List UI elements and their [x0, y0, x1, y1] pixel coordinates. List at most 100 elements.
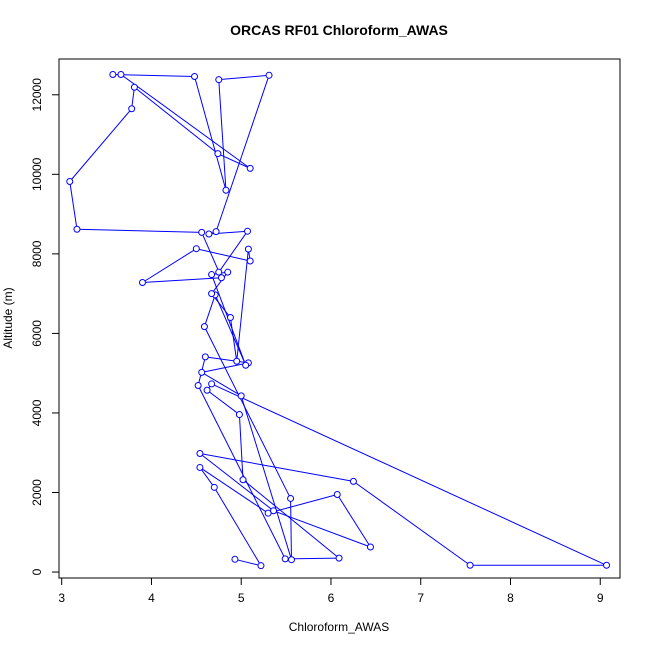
- series-line-segment: [213, 487, 262, 566]
- series-line-segment: [142, 277, 222, 284]
- series-line-segment: [69, 108, 133, 182]
- series-line-segment: [199, 467, 269, 514]
- series-line-segment: [199, 467, 215, 488]
- data-point: [192, 245, 200, 253]
- series-line-segment: [238, 414, 244, 480]
- plot-area-frame: [58, 58, 621, 579]
- series-line-segment: [215, 75, 270, 232]
- series-layer: [66, 71, 611, 570]
- data-point: [239, 476, 247, 484]
- x-axis: 3 4 5 6 7 8 9: [58, 577, 604, 605]
- series-line-segment: [353, 480, 471, 566]
- series-line-segment: [273, 510, 371, 548]
- series-line-segment: [199, 453, 354, 482]
- data-point: [246, 164, 254, 172]
- series-line-segment: [218, 74, 270, 81]
- series-line-segment: [112, 74, 195, 77]
- series-line-segment: [229, 317, 238, 362]
- data-point: [224, 268, 232, 276]
- series-line-segment: [203, 294, 216, 327]
- series-line-segment: [336, 494, 371, 548]
- data-point: [138, 279, 146, 287]
- data-point: [196, 463, 204, 471]
- series-line-segment: [201, 371, 242, 397]
- data-point: [257, 562, 265, 570]
- series-line-segment: [142, 248, 197, 283]
- data-point: [242, 361, 250, 369]
- series-line-segment: [218, 79, 227, 191]
- x-tick-label: 4: [148, 591, 155, 605]
- data-point: [212, 228, 220, 236]
- data-point: [200, 323, 208, 331]
- series-line-segment: [199, 453, 274, 512]
- data-point: [215, 268, 223, 276]
- data-point: [205, 230, 213, 238]
- data-point: [203, 386, 211, 394]
- y-tick-label: 6000: [30, 320, 44, 347]
- data-point: [244, 245, 252, 253]
- data-point: [208, 380, 216, 388]
- data-point: [109, 71, 117, 79]
- data-point: [226, 314, 234, 322]
- series-line-segment: [196, 248, 251, 262]
- data-point: [222, 186, 230, 194]
- series-line-segment: [69, 181, 78, 230]
- series-line-segment: [211, 271, 229, 294]
- series-line-segment: [131, 87, 135, 109]
- data-point: [214, 150, 222, 158]
- data-point: [73, 225, 81, 233]
- data-point: [270, 507, 278, 515]
- series-line-segment: [203, 326, 292, 499]
- series-line-segment: [236, 249, 249, 362]
- data-point: [235, 411, 243, 419]
- data-point: [198, 228, 206, 236]
- data-point: [243, 227, 251, 235]
- series-line-segment: [290, 498, 292, 560]
- data-point: [233, 357, 241, 365]
- data-point: [349, 477, 357, 485]
- series-line-segment: [218, 230, 248, 273]
- data-point: [287, 494, 295, 502]
- series-line-segment: [205, 356, 249, 364]
- data-point: [130, 83, 138, 91]
- data-point: [335, 554, 343, 562]
- y-axis: 0 2000 4000 6000 8000 10000 12000: [30, 78, 60, 575]
- series-line-segment: [194, 76, 227, 191]
- series-line-segment: [217, 153, 251, 169]
- series-line-segment: [120, 74, 251, 169]
- x-tick-label: 9: [597, 591, 604, 605]
- data-point: [237, 392, 245, 400]
- data-point: [281, 555, 289, 563]
- x-tick-label: 3: [58, 591, 65, 605]
- chart-title: ORCAS RF01 Chloroform_AWAS: [230, 22, 448, 38]
- series-line-segment: [76, 228, 202, 233]
- data-point: [208, 271, 216, 279]
- data-point: [217, 274, 225, 282]
- data-point: [191, 72, 199, 80]
- series-line-segment: [234, 558, 262, 567]
- data-point: [466, 561, 474, 569]
- data-point: [231, 555, 239, 563]
- x-tick-label: 5: [238, 591, 245, 605]
- data-point: [201, 353, 209, 361]
- data-point: [194, 382, 202, 390]
- y-tick-label: 10000: [30, 157, 44, 191]
- y-tick-label: 12000: [30, 78, 44, 112]
- series-line-segment: [214, 294, 247, 366]
- data-point: [196, 450, 204, 458]
- x-tick-label: 8: [507, 591, 514, 605]
- y-tick-label: 2000: [30, 479, 44, 506]
- data-point: [128, 105, 136, 113]
- data-point: [333, 490, 341, 498]
- data-point: [208, 290, 216, 298]
- series-line-segment: [197, 385, 286, 560]
- series-line-segment: [206, 389, 240, 415]
- data-point: [246, 257, 254, 265]
- y-axis-label: Altitude (m): [1, 287, 15, 348]
- data-point: [117, 71, 125, 79]
- x-tick-label: 6: [328, 591, 335, 605]
- series-line-segment: [268, 494, 338, 514]
- data-point: [287, 556, 295, 564]
- data-point: [66, 177, 74, 185]
- data-point: [215, 76, 223, 84]
